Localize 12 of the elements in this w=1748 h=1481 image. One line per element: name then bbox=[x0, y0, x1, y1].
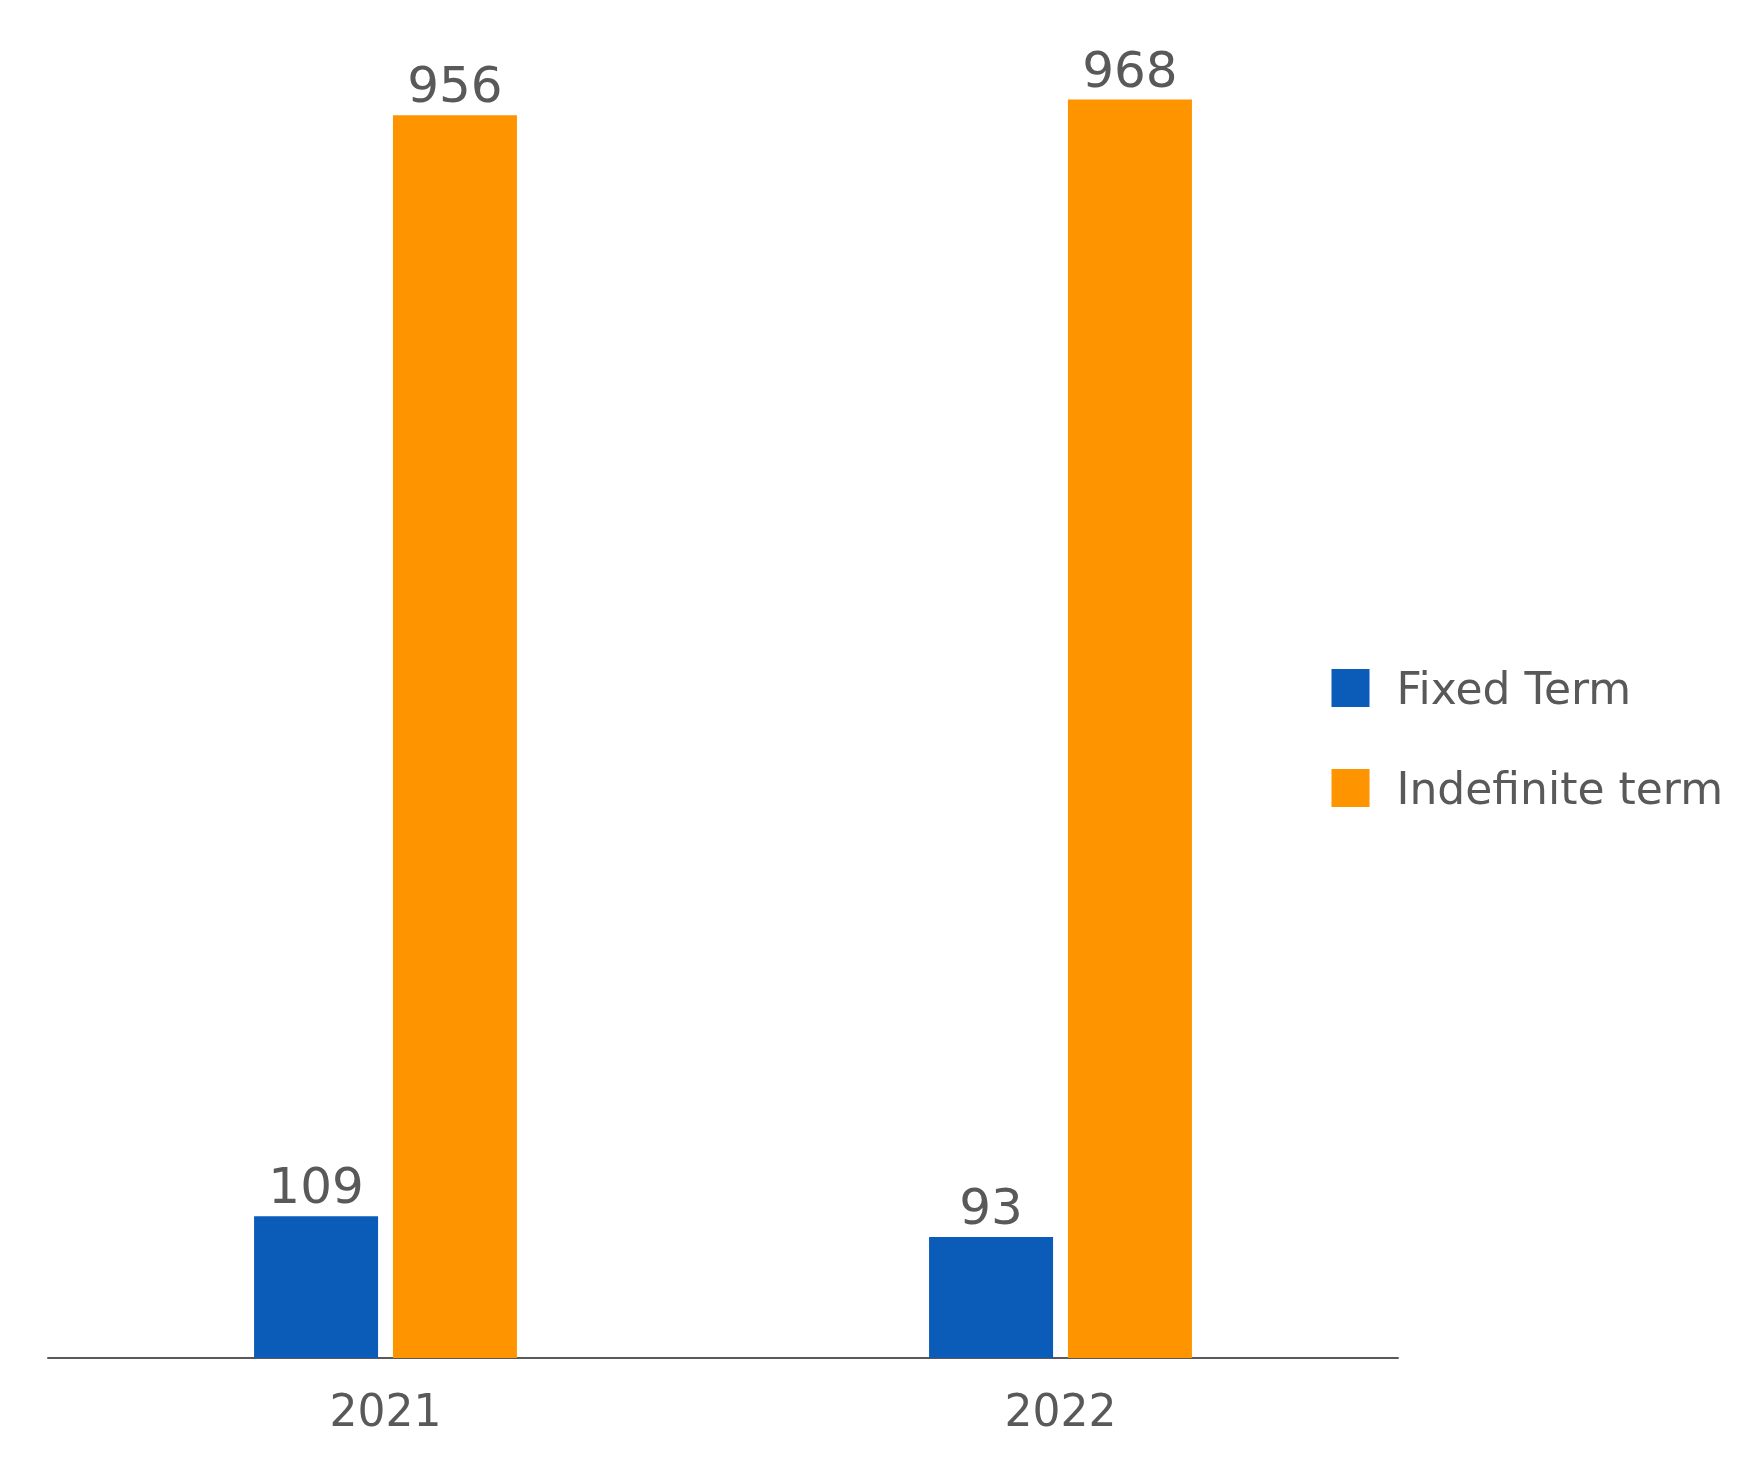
legend-label: Indefinite term bbox=[1396, 762, 1723, 814]
data-label: 968 bbox=[1082, 40, 1178, 99]
x-tick-label: 2022 bbox=[1004, 1384, 1117, 1436]
bar bbox=[1067, 99, 1192, 1358]
data-label: 109 bbox=[268, 1157, 364, 1216]
data-label: 93 bbox=[959, 1178, 1023, 1237]
bar bbox=[254, 1216, 379, 1358]
legend-label: Fixed Term bbox=[1396, 662, 1632, 714]
bar bbox=[929, 1237, 1054, 1358]
x-tick-label: 2021 bbox=[329, 1384, 442, 1436]
data-label: 956 bbox=[407, 56, 503, 115]
bar bbox=[392, 115, 517, 1358]
